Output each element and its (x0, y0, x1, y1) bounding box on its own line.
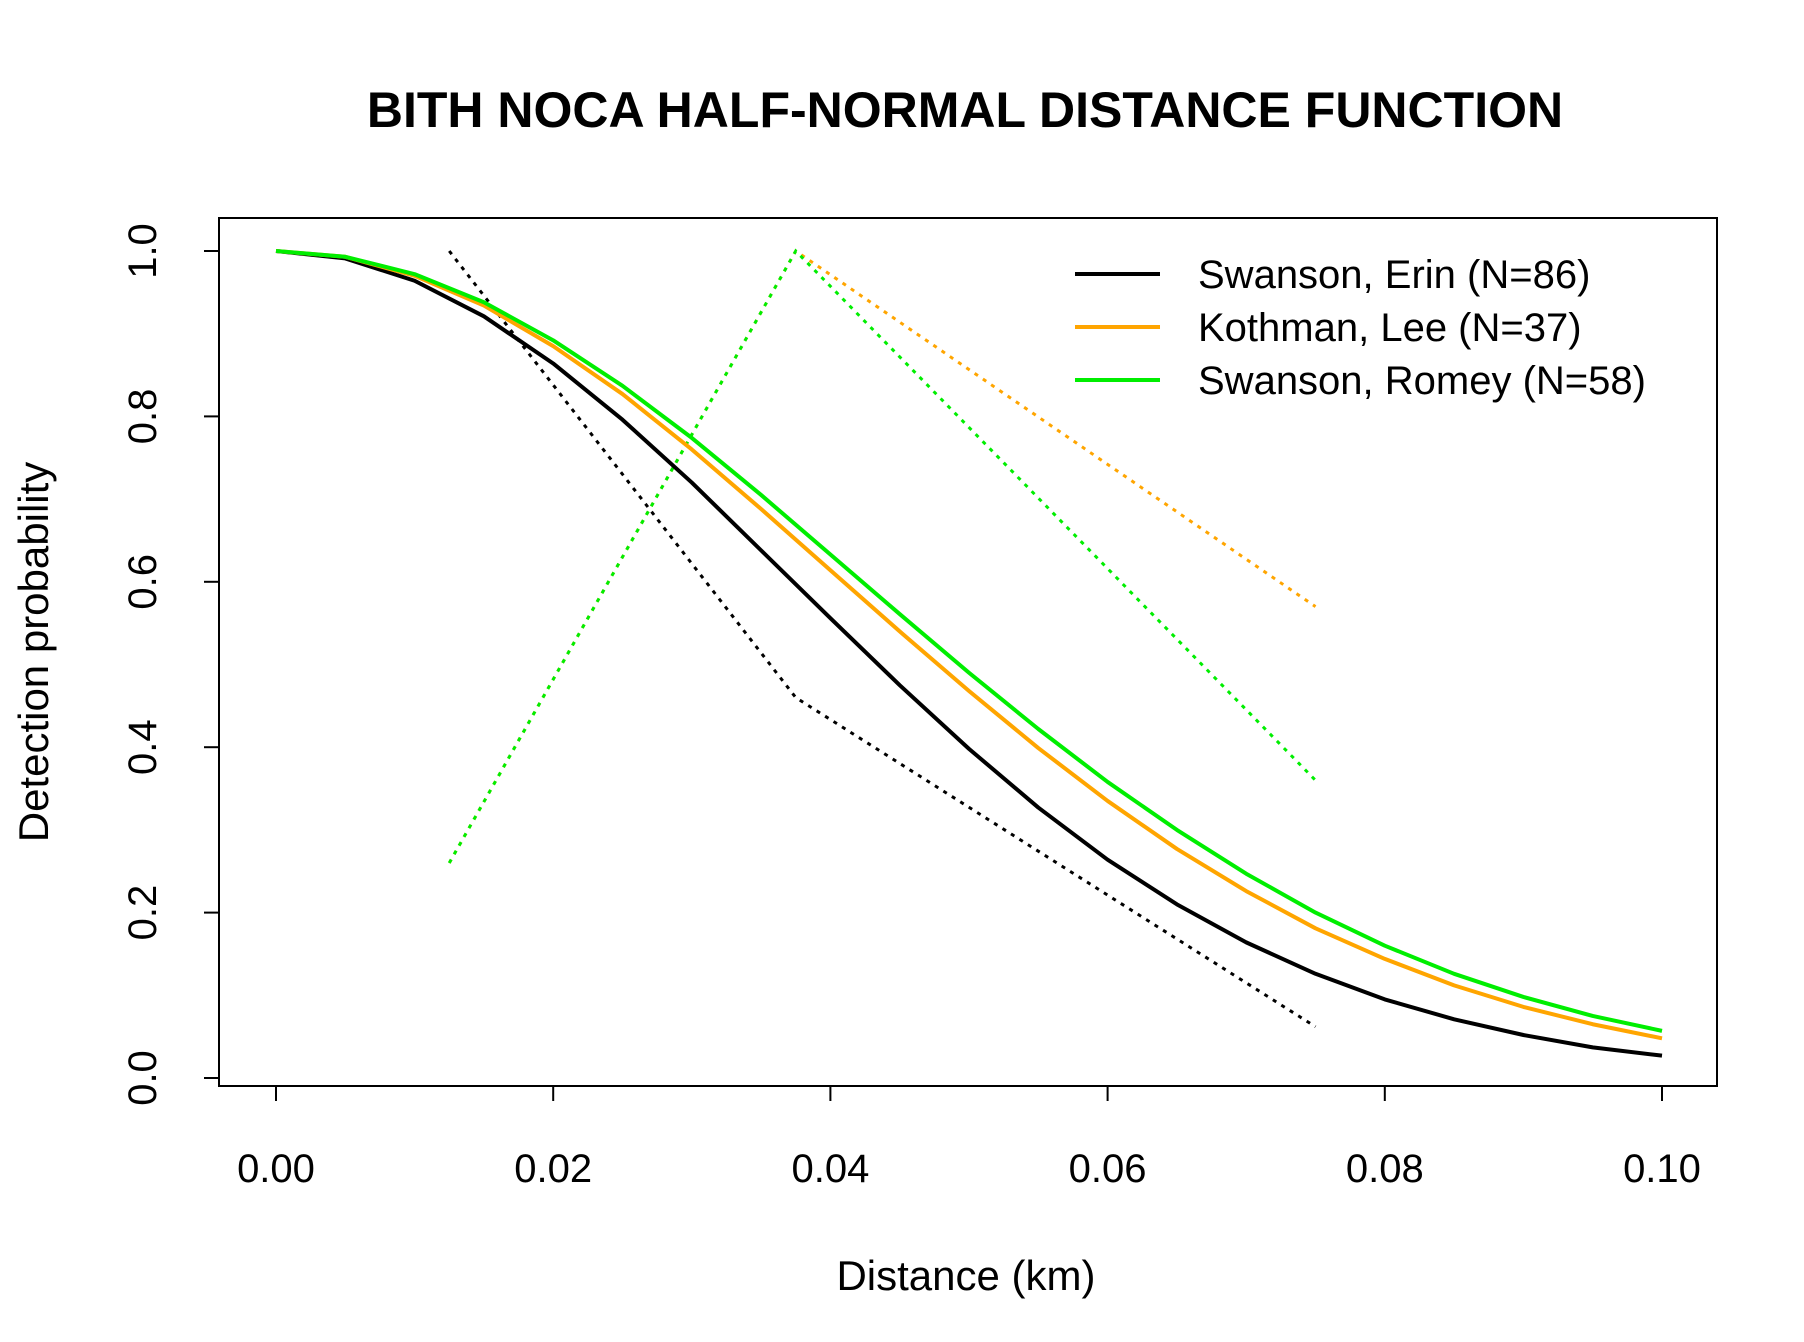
y-axis: 0.0 0.2 0.4 0.6 0.8 1.0 (121, 223, 220, 1106)
y-tick-label: 0.2 (121, 885, 165, 941)
y-tick-label: 0.4 (121, 719, 165, 775)
legend-label: Swanson, Erin (N=86) (1198, 253, 1590, 297)
x-tick-label: 0.08 (1346, 1147, 1424, 1191)
x-tick-label: 0.06 (1069, 1147, 1147, 1191)
y-tick-label: 0.0 (121, 1050, 165, 1106)
series-line (275, 249, 1663, 1058)
y-tick-label: 1.0 (121, 223, 165, 279)
dotted-series-line (447, 248, 1317, 864)
x-tick-label: 0.00 (237, 1147, 315, 1191)
x-axis-label: Distance (km) (836, 1252, 1095, 1299)
y-tick-label: 0.8 (121, 389, 165, 445)
y-axis-label: Detection probability (10, 462, 57, 843)
legend: Swanson, Erin (N=86) Kothman, Lee (N=37) S… (1075, 253, 1646, 403)
series-lines (275, 249, 1663, 1058)
x-tick-label: 0.04 (791, 1147, 869, 1191)
chart-title: BITH NOCA HALF-NORMAL DISTANCE FUNCTION (367, 82, 1563, 138)
series-line (275, 249, 1663, 1033)
legend-label: Swanson, Romey (N=58) (1198, 359, 1646, 403)
legend-label: Kothman, Lee (N=37) (1198, 306, 1582, 350)
x-tick-label: 0.10 (1623, 1147, 1701, 1191)
dotted-series-line (447, 248, 1317, 864)
x-axis: 0.00 0.02 0.04 0.06 0.08 0.10 (237, 1085, 1701, 1191)
x-tick-label: 0.02 (514, 1147, 592, 1191)
y-tick-label: 0.6 (121, 554, 165, 610)
dotted-lines (447, 248, 1317, 1028)
series-line (275, 249, 1663, 1041)
